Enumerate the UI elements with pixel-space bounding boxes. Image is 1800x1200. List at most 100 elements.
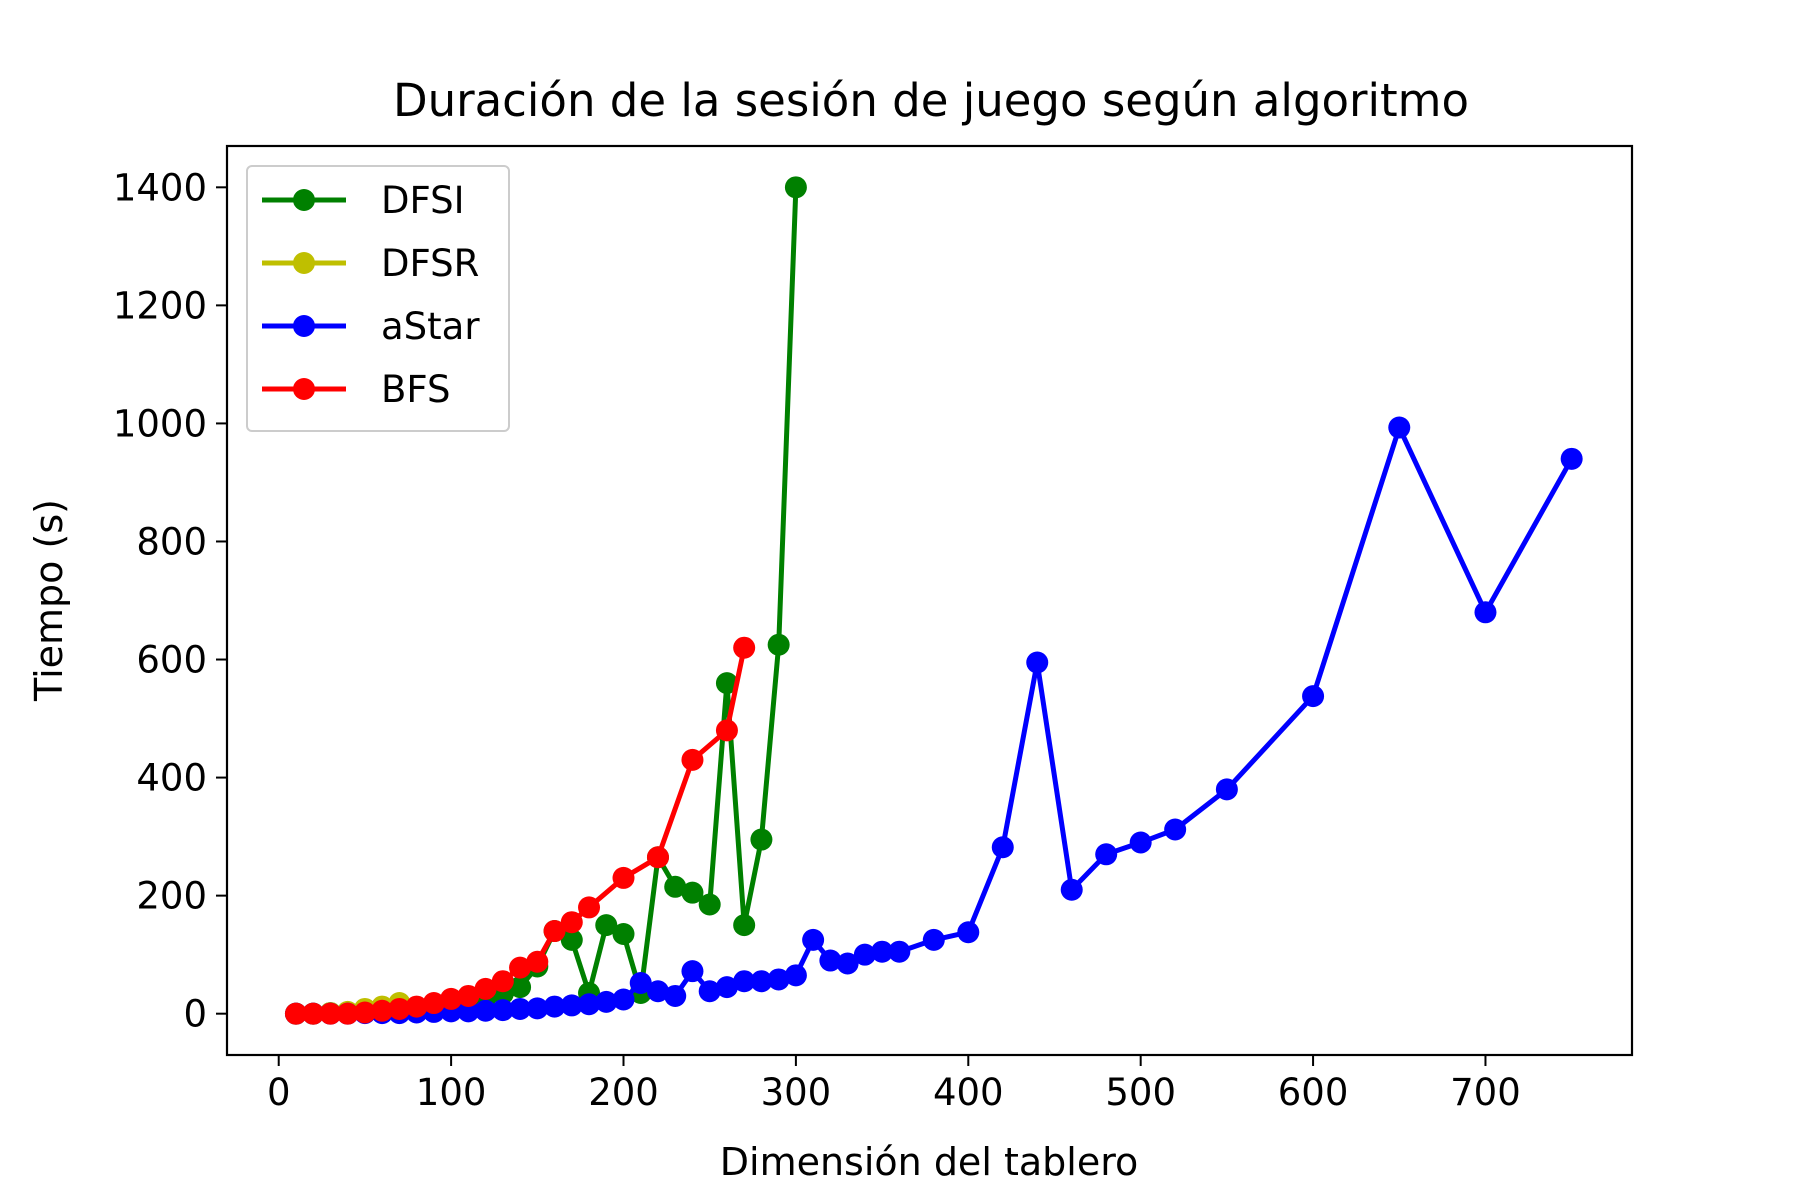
data-point bbox=[284, 1002, 307, 1025]
series-line bbox=[296, 425, 1574, 1017]
y-tick-label: 600 bbox=[136, 639, 207, 682]
data-point bbox=[336, 1002, 359, 1025]
legend-item: aStar bbox=[262, 305, 480, 348]
data-point bbox=[543, 995, 566, 1018]
y-tick-label: 1200 bbox=[113, 284, 207, 327]
chart-title: Duración de la sesión de juego según alg… bbox=[393, 74, 1469, 127]
data-point bbox=[1129, 831, 1152, 854]
data-point bbox=[733, 914, 756, 937]
data-point bbox=[664, 875, 687, 898]
data-point bbox=[767, 633, 790, 656]
legend-item: DFSI bbox=[262, 179, 465, 222]
data-point bbox=[1164, 818, 1187, 841]
data-point bbox=[1302, 685, 1325, 708]
y-axis: 0 200 400 600 800 1000 1200 1400 bbox=[113, 166, 227, 1036]
data-point bbox=[526, 997, 549, 1020]
data-point bbox=[1388, 416, 1411, 439]
data-point bbox=[474, 999, 497, 1022]
legend-swatch-marker bbox=[293, 378, 315, 400]
data-point bbox=[698, 980, 721, 1003]
x-tick-label: 500 bbox=[1105, 1071, 1176, 1114]
data-point bbox=[784, 964, 807, 987]
data-point bbox=[681, 881, 704, 904]
legend-label: BFS bbox=[381, 368, 451, 411]
y-tick-label: 1000 bbox=[113, 402, 207, 445]
y-axis-label: Tiempo (s) bbox=[27, 499, 71, 702]
data-point bbox=[560, 911, 583, 934]
x-tick-label: 700 bbox=[1450, 1071, 1521, 1114]
data-point bbox=[612, 922, 635, 945]
data-point bbox=[302, 1002, 325, 1025]
x-tick-label: 600 bbox=[1278, 1071, 1349, 1114]
data-point bbox=[802, 928, 825, 951]
x-tick-label: 300 bbox=[761, 1071, 832, 1114]
data-point bbox=[1560, 447, 1583, 470]
data-point bbox=[715, 672, 738, 695]
data-point bbox=[612, 866, 635, 889]
legend: DFSI DFSR aStar BFS bbox=[246, 165, 510, 432]
data-point bbox=[750, 828, 773, 851]
data-point bbox=[646, 980, 669, 1003]
data-point bbox=[319, 1002, 342, 1025]
data-point bbox=[560, 928, 583, 951]
data-point bbox=[733, 636, 756, 659]
data-point bbox=[750, 970, 773, 993]
data-point bbox=[1474, 601, 1497, 624]
data-point bbox=[646, 846, 669, 869]
data-point bbox=[888, 940, 911, 963]
data-point bbox=[612, 988, 635, 1011]
plot-lines bbox=[284, 176, 1583, 1025]
x-axis-label: Dimensión del tablero bbox=[720, 1140, 1138, 1184]
data-point bbox=[1026, 651, 1049, 674]
data-point bbox=[457, 984, 480, 1007]
legend-swatch-marker bbox=[293, 252, 315, 274]
data-point bbox=[853, 943, 876, 966]
y-tick-label: 800 bbox=[136, 520, 207, 563]
legend-swatch-marker bbox=[293, 189, 315, 211]
x-tick-label: 400 bbox=[933, 1071, 1004, 1114]
legend-item: BFS bbox=[262, 368, 451, 411]
data-point bbox=[681, 960, 704, 983]
data-point bbox=[1095, 843, 1118, 866]
data-point bbox=[595, 914, 618, 937]
plot-frame bbox=[225, 144, 1634, 1057]
data-point bbox=[1215, 778, 1238, 801]
data-point bbox=[922, 928, 945, 951]
legend-label: aStar bbox=[381, 305, 480, 348]
data-point bbox=[491, 970, 514, 993]
data-point bbox=[836, 952, 859, 975]
data-point bbox=[422, 992, 445, 1015]
data-point bbox=[457, 1000, 480, 1023]
data-point bbox=[578, 896, 601, 919]
x-tick-label: 0 bbox=[267, 1071, 291, 1114]
data-point bbox=[509, 956, 532, 979]
data-point bbox=[405, 995, 428, 1018]
data-point bbox=[491, 999, 514, 1022]
data-point bbox=[509, 997, 532, 1020]
data-point bbox=[991, 836, 1014, 859]
data-point bbox=[698, 893, 721, 916]
data-point bbox=[664, 984, 687, 1007]
legend-box bbox=[246, 165, 510, 432]
legend-label: DFSI bbox=[381, 179, 465, 222]
legend-label: DFSR bbox=[381, 242, 479, 285]
data-point bbox=[715, 976, 738, 999]
x-tick-label: 200 bbox=[588, 1071, 659, 1114]
data-point bbox=[526, 950, 549, 973]
legend-swatch-marker bbox=[293, 315, 315, 337]
data-point bbox=[784, 176, 807, 199]
data-point bbox=[543, 920, 566, 943]
data-point bbox=[595, 990, 618, 1013]
legend-item: DFSR bbox=[262, 242, 479, 285]
data-point bbox=[681, 748, 704, 771]
data-point bbox=[819, 949, 842, 972]
data-point bbox=[715, 719, 738, 742]
data-point bbox=[353, 1001, 376, 1024]
x-axis: 0 100 200 300 400 500 600 700 bbox=[267, 1055, 1521, 1114]
y-tick-label: 0 bbox=[183, 993, 207, 1036]
data-point bbox=[388, 997, 411, 1020]
y-tick-label: 1400 bbox=[113, 166, 207, 209]
data-point bbox=[629, 971, 652, 994]
data-point bbox=[767, 968, 790, 991]
data-point bbox=[733, 970, 756, 993]
